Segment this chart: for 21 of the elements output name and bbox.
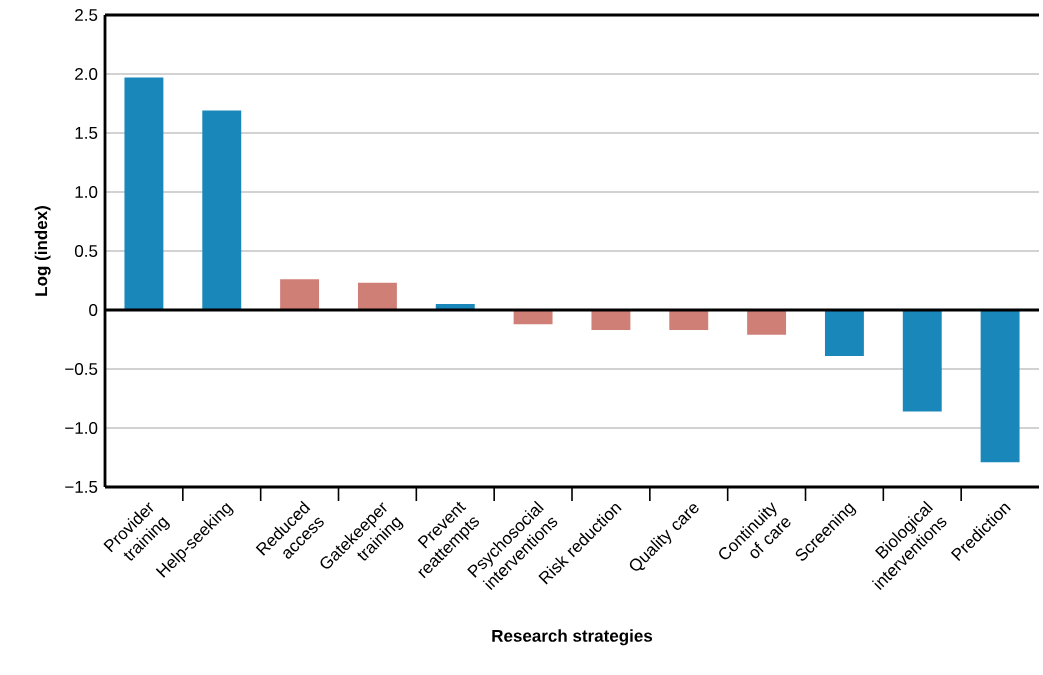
bar [747,310,787,335]
bar [357,282,397,310]
y-axis-title: Log (index) [34,206,51,296]
bar [824,310,864,357]
y-tick-label: −1.5 [65,481,98,493]
y-tick-label: −1.0 [65,421,98,435]
bar [902,310,942,412]
x-axis-title: Research strategies [492,629,653,646]
y-tick-label: 0.5 [74,244,98,258]
bar [980,310,1020,463]
y-tick-label: −0.5 [65,362,98,376]
bar [669,310,709,331]
y-tick-label: 1.5 [75,127,98,139]
bar [124,77,164,310]
y-tick-label: 1.0 [75,185,98,199]
y-tick-label: 0 [89,303,98,317]
y-tick-label: 2.5 [75,8,98,22]
bar [202,110,242,310]
bar [591,310,631,331]
bar [280,279,320,310]
y-tick-label: 2.0 [75,67,98,81]
